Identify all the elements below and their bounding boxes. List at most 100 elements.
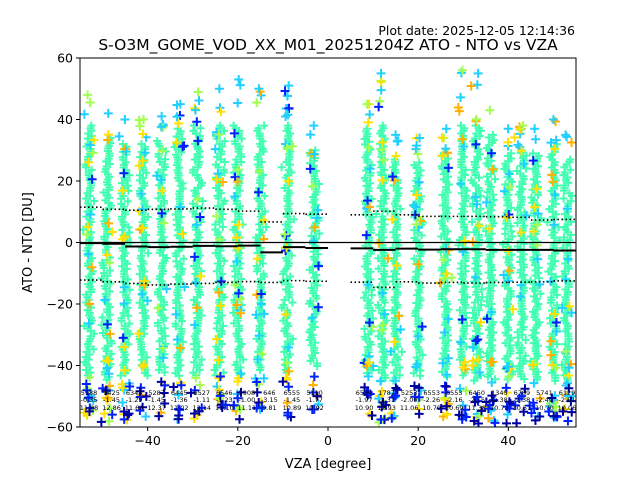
scatter-point: [83, 393, 93, 403]
scatter-point: [136, 189, 146, 199]
scatter-point: [192, 117, 202, 127]
scatter-point: [188, 199, 197, 208]
scatter-point: [156, 377, 166, 387]
scatter-point: [365, 389, 375, 399]
scatter-point: [280, 295, 289, 304]
scatter-point: [472, 199, 482, 209]
scatter-point: [472, 114, 482, 124]
scatter-point: [394, 355, 403, 364]
scatter-point: [176, 270, 185, 279]
scatter-point: [138, 129, 148, 139]
y-tick-label: 0: [65, 235, 73, 250]
bin-std-label: 11.60: [125, 404, 144, 412]
scatter-bin: [169, 99, 190, 424]
scatter-point: [174, 390, 184, 400]
scatter-point: [105, 266, 114, 275]
scatter-point: [507, 250, 516, 259]
scatter-point: [215, 254, 224, 263]
scatter-point: [559, 194, 568, 203]
scatter-point: [310, 177, 319, 186]
scatter-point: [175, 343, 185, 353]
scatter-point: [533, 254, 543, 264]
scatter-point: [546, 138, 556, 148]
scatter-point: [374, 264, 383, 273]
scatter-point: [305, 164, 315, 174]
scatter-point: [220, 126, 229, 135]
scatter-point: [534, 162, 543, 171]
scatter-point: [125, 329, 134, 338]
scatter-point: [438, 224, 447, 233]
bin-std-label: 9.81: [262, 404, 276, 412]
scatter-point: [441, 382, 451, 392]
bin-std-label: 11.02: [170, 404, 189, 412]
scatter-point: [561, 275, 571, 285]
scatter-point: [284, 103, 294, 113]
scatter-point: [105, 310, 114, 319]
scatter-point: [194, 96, 204, 106]
scatter-point: [313, 205, 323, 215]
scatter-point: [418, 350, 427, 359]
scatter-point: [218, 223, 227, 232]
scatter-point: [372, 210, 381, 219]
scatter-point: [457, 134, 467, 144]
scatter-point: [536, 289, 545, 298]
scatter-point: [196, 271, 206, 281]
scatter-point: [172, 112, 182, 122]
scatter-point: [139, 360, 149, 370]
bin-std-label: 12.93: [377, 404, 396, 412]
scatter-point: [229, 128, 239, 138]
scatter-point: [215, 391, 225, 401]
scatter-point: [256, 299, 266, 309]
scatter-point: [312, 391, 322, 401]
scatter-point: [521, 336, 530, 345]
scatter-point: [210, 144, 220, 154]
y-axis: −60 −40 −20 0 20 40 60: [47, 51, 80, 435]
scatter-point: [500, 164, 509, 173]
scatter-point: [414, 383, 424, 393]
bin-mean-label: -3.15: [261, 396, 278, 404]
scatter-point: [281, 231, 291, 241]
scatter-point: [365, 164, 375, 174]
scatter-point: [171, 138, 181, 148]
scatter-point: [486, 357, 496, 367]
scatter-point: [176, 380, 186, 390]
scatter-point: [473, 355, 483, 365]
scatter-point: [198, 197, 207, 206]
scatter-point: [564, 264, 573, 273]
scatter-point: [459, 141, 469, 151]
bin-count-label: 6789: [514, 389, 531, 397]
scatter-point: [218, 177, 228, 187]
scatter-point: [254, 166, 264, 176]
scatter-point: [526, 408, 536, 418]
scatter-point: [280, 229, 290, 239]
scatter-point: [489, 281, 498, 290]
bin-mean-label: -1.00: [238, 396, 255, 404]
scatter-point: [234, 75, 244, 85]
scatter-point: [194, 406, 204, 416]
scatter-point: [197, 311, 206, 320]
scatter-point: [504, 361, 514, 371]
scatter-point: [549, 309, 559, 319]
scatter-point: [447, 273, 457, 283]
scatter-point: [443, 353, 453, 363]
x-tick-label: −20: [225, 433, 251, 448]
scatter-bin: [152, 111, 172, 421]
scatter-point: [219, 199, 228, 208]
scatter-point: [152, 171, 162, 181]
scatter-point: [392, 385, 402, 395]
scatter-point: [191, 353, 200, 362]
bin-mean-label: -1.77: [306, 396, 323, 404]
scatter-point: [117, 397, 127, 407]
scatter-point: [140, 276, 150, 286]
scatter-point: [99, 409, 109, 419]
scatter-point: [119, 342, 129, 352]
scatter-point: [520, 384, 530, 394]
scatter-point: [82, 385, 92, 395]
scatter-bin: [229, 75, 248, 424]
scatter-point: [409, 369, 418, 378]
scatter-point: [381, 194, 390, 203]
scatter-point: [278, 277, 287, 286]
scatter-point: [100, 295, 110, 305]
scatter-point: [475, 173, 484, 182]
y-tick-label: −60: [47, 420, 73, 435]
